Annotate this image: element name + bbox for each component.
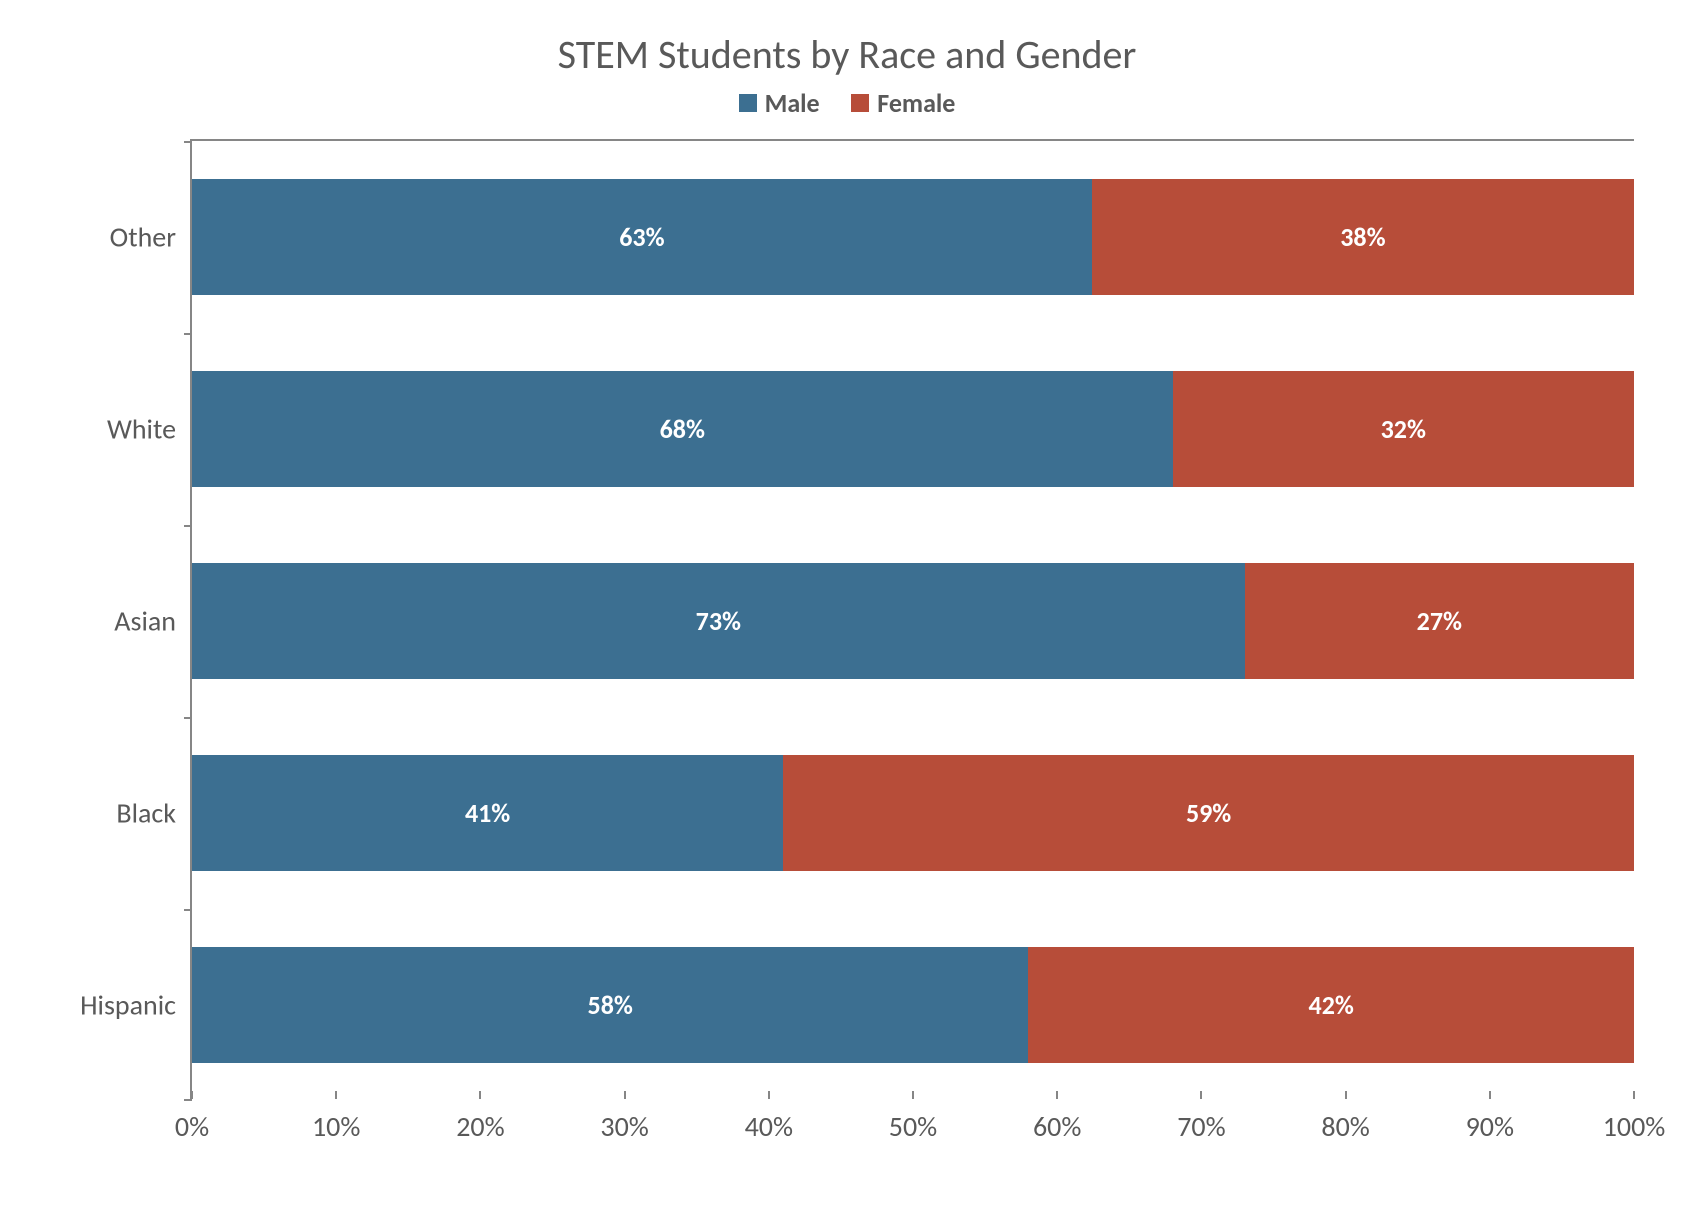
bar-row: 58%42%	[192, 947, 1634, 1063]
y-tick	[184, 717, 192, 719]
bar-segment-female: 59%	[783, 755, 1634, 871]
y-axis-label: White	[107, 412, 176, 447]
bar-row: 68%32%	[192, 371, 1634, 487]
bar-segment-female: 38%	[1092, 179, 1634, 295]
bar-segment-female: 32%	[1173, 371, 1634, 487]
x-tick	[1056, 1091, 1058, 1099]
x-axis-label: 70%	[1177, 1109, 1225, 1144]
legend-swatch-female	[851, 94, 869, 112]
legend-swatch-male	[739, 94, 757, 112]
plot-area: Other63%38%White68%32%Asian73%27%Black41…	[190, 139, 1634, 1099]
bars-region: Other63%38%White68%32%Asian73%27%Black41…	[192, 141, 1634, 1099]
x-tick	[479, 1091, 481, 1099]
x-axis-label: 90%	[1466, 1109, 1514, 1144]
y-axis-label: Other	[110, 220, 176, 255]
legend: Male Female	[40, 87, 1654, 119]
x-axis-label: 50%	[889, 1109, 937, 1144]
x-tick	[1633, 1091, 1635, 1099]
y-tick	[184, 333, 192, 335]
x-tick	[1489, 1091, 1491, 1099]
x-tick	[1345, 1091, 1347, 1099]
x-axis-label: 60%	[1033, 1109, 1081, 1144]
bar-segment-male: 58%	[192, 947, 1028, 1063]
bar-segment-female: 27%	[1245, 563, 1634, 679]
y-tick	[184, 1099, 192, 1101]
x-tick	[335, 1091, 337, 1099]
y-axis-label: Hispanic	[80, 988, 176, 1023]
bar-segment-male: 41%	[192, 755, 783, 871]
x-tick	[191, 1091, 193, 1099]
x-axis-label: 20%	[456, 1109, 504, 1144]
x-tick	[768, 1091, 770, 1099]
x-axis-label: 30%	[600, 1109, 648, 1144]
x-axis-label: 0%	[175, 1109, 209, 1144]
x-axis-label: 40%	[745, 1109, 793, 1144]
legend-item-male: Male	[739, 87, 820, 119]
bar-segment-male: 68%	[192, 371, 1173, 487]
y-tick	[184, 141, 192, 143]
x-tick	[912, 1091, 914, 1099]
bar-row: 73%27%	[192, 563, 1634, 679]
legend-item-female: Female	[851, 87, 955, 119]
bar-row: 41%59%	[192, 755, 1634, 871]
x-axis-label: 80%	[1321, 1109, 1369, 1144]
bar-row: 63%38%	[192, 179, 1634, 295]
y-axis-label: Asian	[114, 604, 176, 639]
y-axis-label: Black	[116, 796, 176, 831]
x-tick	[624, 1091, 626, 1099]
bar-segment-male: 73%	[192, 563, 1245, 679]
bar-segment-male: 63%	[192, 179, 1092, 295]
x-axis-label: 10%	[312, 1109, 360, 1144]
y-tick	[184, 525, 192, 527]
x-axis-label: 100%	[1603, 1109, 1666, 1144]
legend-label-male: Male	[765, 87, 820, 119]
y-tick	[184, 909, 192, 911]
legend-label-female: Female	[877, 87, 955, 119]
chart-container: STEM Students by Race and Gender Male Fe…	[0, 0, 1694, 1206]
x-tick	[1200, 1091, 1202, 1099]
chart-title: STEM Students by Race and Gender	[40, 30, 1654, 79]
bar-segment-female: 42%	[1028, 947, 1634, 1063]
